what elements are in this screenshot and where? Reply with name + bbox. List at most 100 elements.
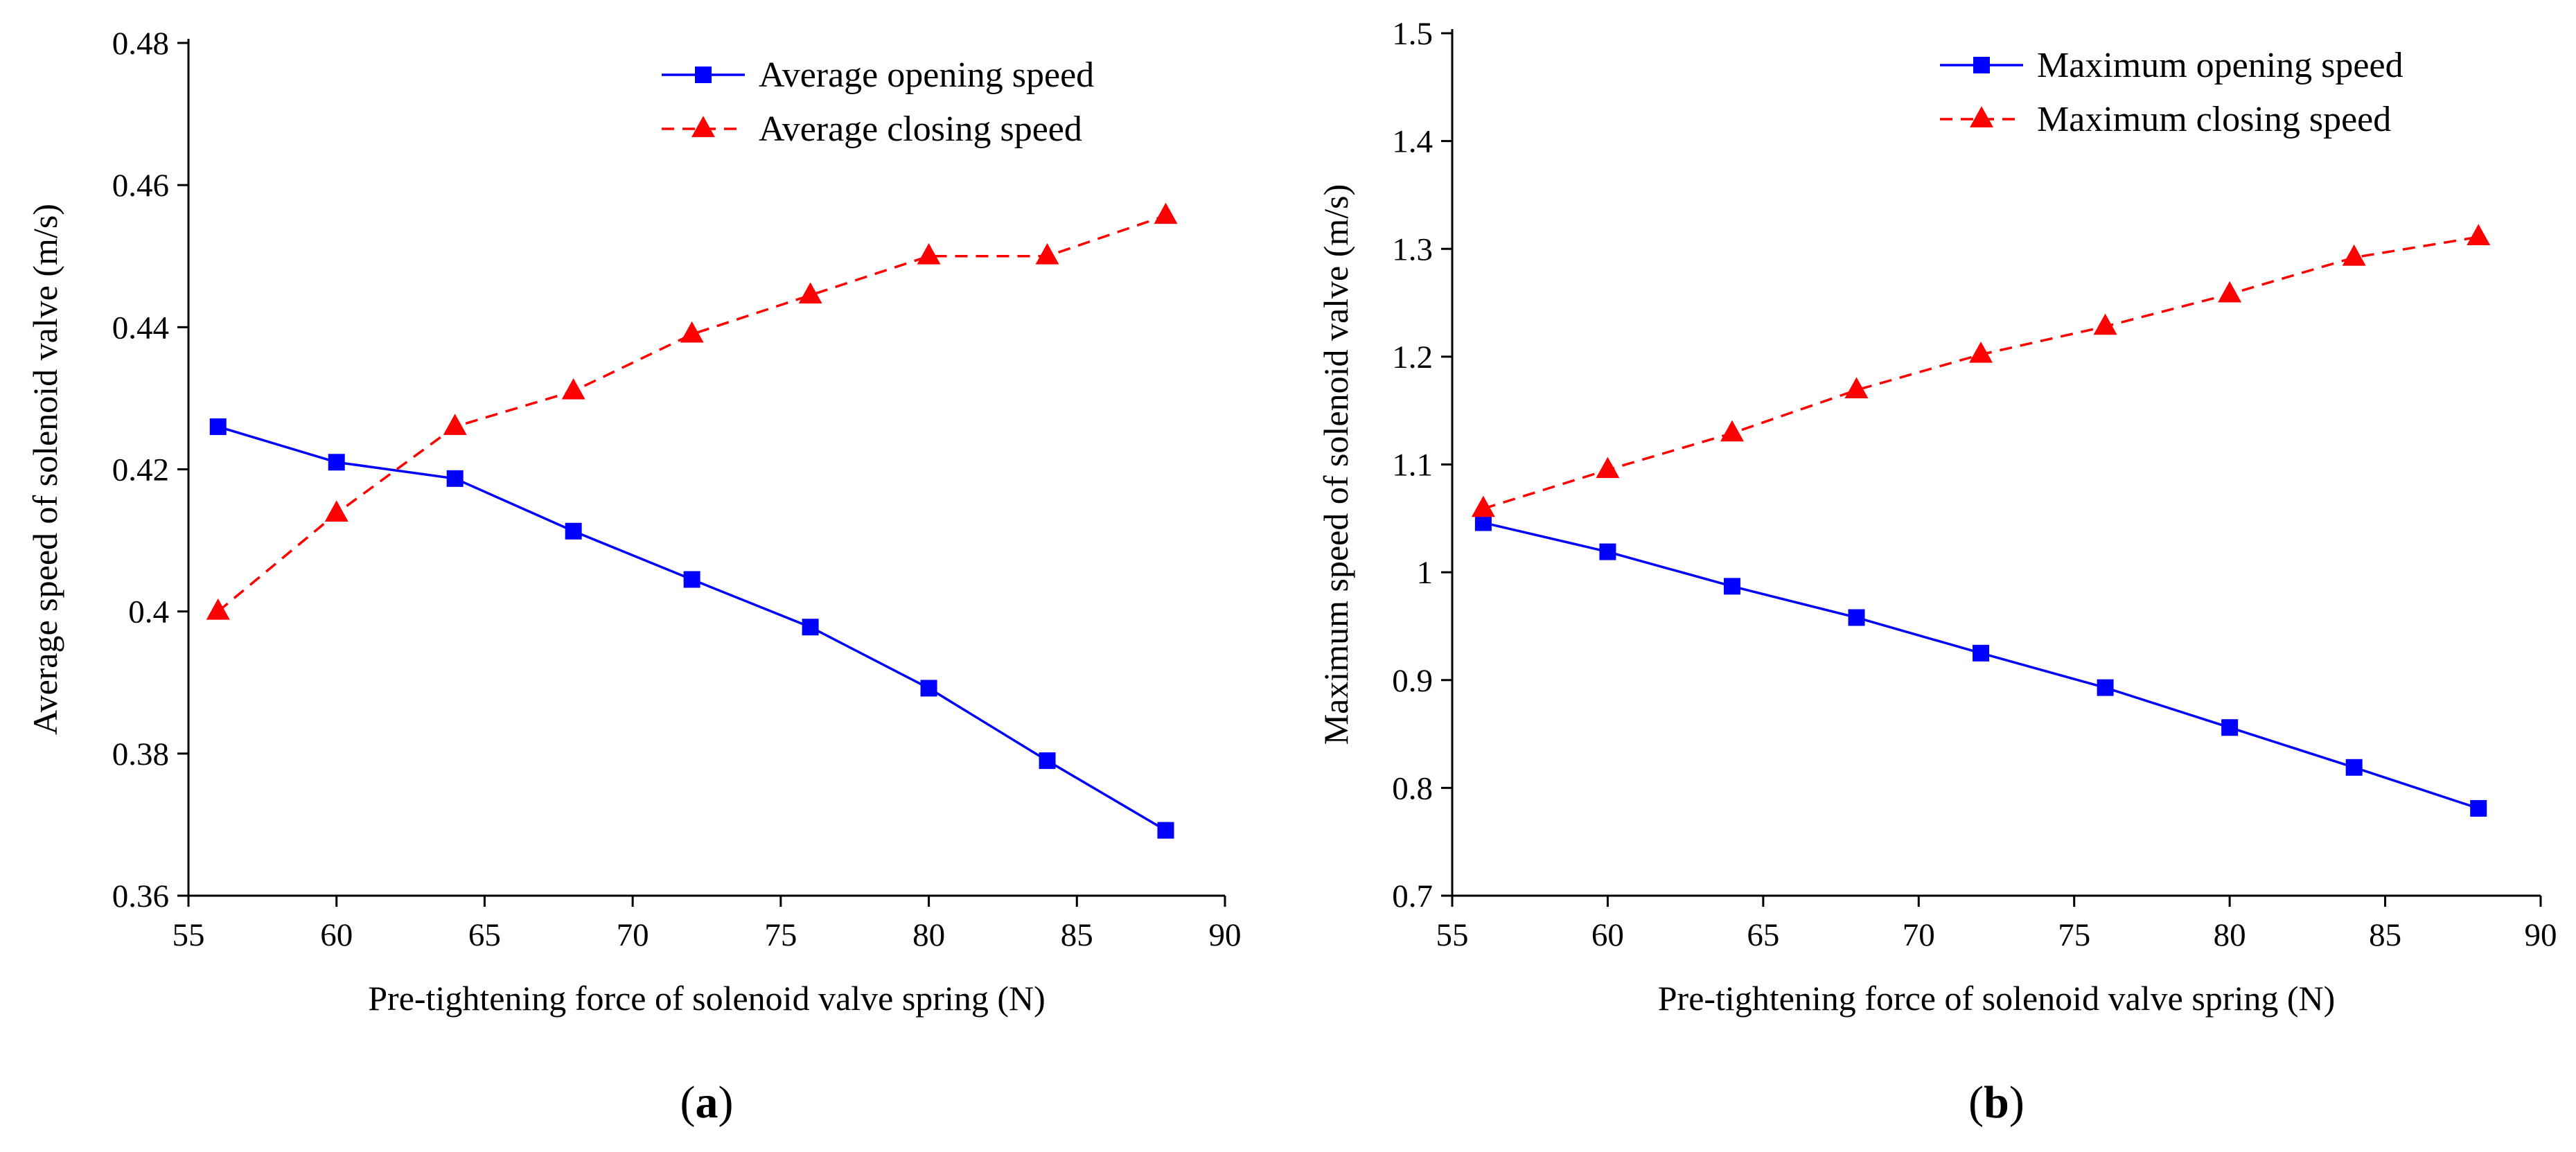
x-tick-label: 65 bbox=[468, 917, 501, 953]
x-axis-title: Pre-tightening force of solenoid valve s… bbox=[368, 979, 1046, 1018]
y-tick-label: 1.5 bbox=[1392, 16, 1433, 52]
data-point bbox=[324, 500, 349, 522]
y-tick-label: 0.44 bbox=[112, 310, 169, 346]
panel-label-close: ) bbox=[718, 1077, 734, 1128]
legend-entry: Average closing speed bbox=[759, 109, 1082, 149]
data-point bbox=[2097, 679, 2114, 696]
data-point bbox=[446, 470, 464, 487]
data-point bbox=[2218, 281, 2242, 303]
data-point bbox=[2342, 245, 2366, 266]
data-point bbox=[1039, 752, 1056, 770]
y-tick-label: 0.4 bbox=[128, 594, 169, 630]
data-point bbox=[798, 282, 822, 304]
y-tick-label: 1.2 bbox=[1392, 339, 1433, 375]
data-point bbox=[1474, 514, 1492, 531]
x-tick-label: 75 bbox=[2058, 917, 2090, 953]
panel-label-letter: b bbox=[1984, 1077, 2009, 1128]
y-tick-label: 0.38 bbox=[112, 736, 169, 772]
y-axis-title: Average speed of solenoid valve (m/s) bbox=[26, 204, 64, 735]
series-line bbox=[1483, 236, 2479, 510]
data-point bbox=[2345, 759, 2363, 776]
legend-marker bbox=[691, 116, 715, 137]
series-line bbox=[1483, 521, 2479, 810]
y-tick-label: 0.46 bbox=[112, 168, 169, 204]
panel-label-letter: a bbox=[696, 1077, 718, 1128]
panel-label: (b) bbox=[1968, 1077, 2024, 1128]
x-tick-label: 70 bbox=[1903, 917, 1935, 953]
y-tick-label: 1.4 bbox=[1392, 124, 1433, 160]
data-point bbox=[1471, 495, 1495, 517]
data-point bbox=[443, 414, 467, 435]
series-closing bbox=[206, 202, 1178, 620]
data-point bbox=[2467, 224, 2491, 246]
x-tick-label: 60 bbox=[1591, 917, 1624, 953]
data-point bbox=[1848, 609, 1865, 626]
chart-panel-a: 55 60 65 70 75 80 85 90 0.36 0.38 0.4 0.42 0.44 0.46 0… bbox=[26, 26, 1242, 1128]
y-tick-label: 1 bbox=[1417, 555, 1433, 591]
legend-marker bbox=[1973, 57, 1990, 73]
x-tick-label: 90 bbox=[1209, 917, 1242, 953]
legend-marker bbox=[1970, 106, 1993, 127]
series-opening bbox=[1474, 514, 2487, 817]
x-tick-label: 75 bbox=[764, 917, 797, 953]
x-tick-label: 90 bbox=[2525, 917, 2557, 953]
legend-entry: Average opening speed bbox=[759, 55, 1094, 95]
y-tick-label: 1.1 bbox=[1392, 447, 1433, 484]
y-tick-label: 0.8 bbox=[1392, 770, 1433, 806]
y-tick-label: 0.9 bbox=[1392, 663, 1433, 699]
data-point bbox=[683, 571, 700, 588]
x-tick-label: 85 bbox=[1061, 917, 1093, 953]
series-closing bbox=[1471, 224, 2491, 517]
y-tick-label: 1.3 bbox=[1392, 231, 1433, 267]
x-tick-label: 60 bbox=[320, 917, 353, 953]
x-tick-label: 70 bbox=[617, 917, 649, 953]
x-tick-label: 55 bbox=[1436, 917, 1469, 953]
legend: Average opening speed Average closing spe… bbox=[662, 55, 1094, 149]
data-point bbox=[328, 454, 345, 471]
legend-entry: Maximum closing speed bbox=[2037, 100, 2391, 139]
data-point bbox=[1596, 457, 1620, 479]
panel-label-open: ( bbox=[1968, 1077, 1984, 1128]
data-point bbox=[920, 680, 937, 697]
data-point bbox=[1973, 644, 1990, 662]
panel-label-close: ) bbox=[2009, 1077, 2024, 1128]
data-point bbox=[802, 619, 819, 636]
y-tick-label: 0.36 bbox=[112, 878, 169, 914]
x-tick-label: 65 bbox=[1747, 917, 1779, 953]
y-tick-label: 0.7 bbox=[1392, 878, 1433, 914]
x-axis-title: Pre-tightening force of solenoid valve s… bbox=[1658, 979, 2336, 1018]
data-point bbox=[1844, 377, 1869, 399]
x-tick-label: 85 bbox=[2369, 917, 2401, 953]
data-point bbox=[917, 243, 941, 265]
data-point bbox=[1723, 578, 1740, 595]
panel-label-open: ( bbox=[680, 1077, 696, 1128]
legend-entry: Maximum opening speed bbox=[2037, 46, 2403, 85]
y-tick-label: 0.48 bbox=[112, 26, 169, 62]
x-tick-label: 80 bbox=[912, 917, 945, 953]
data-point bbox=[2093, 313, 2117, 335]
x-tick-label: 80 bbox=[2214, 917, 2246, 953]
y-tick-label: 0.42 bbox=[112, 452, 169, 488]
data-point bbox=[1157, 822, 1174, 839]
data-point bbox=[1720, 420, 1744, 442]
series-line bbox=[218, 425, 1167, 832]
data-point bbox=[2470, 799, 2487, 817]
data-point bbox=[1154, 202, 1178, 224]
y-axis-title: Maximum speed of solenoid valve (m/s) bbox=[1316, 184, 1355, 745]
x-tick-label: 55 bbox=[173, 917, 205, 953]
data-point bbox=[565, 522, 582, 540]
panel-label: (a) bbox=[680, 1077, 734, 1128]
data-point bbox=[561, 378, 585, 400]
data-point bbox=[680, 321, 704, 343]
data-point bbox=[1599, 543, 1616, 560]
data-point bbox=[1969, 342, 1993, 363]
series-line bbox=[217, 214, 1167, 613]
data-point bbox=[1035, 243, 1059, 265]
legend: Maximum opening speed Maximum closing spe… bbox=[1940, 46, 2403, 139]
chart-panel-b: 55 60 65 70 75 80 85 90 0.7 0.8 0.9 1 1.1 1.2 1.3 1.4 1.… bbox=[1316, 16, 2557, 1128]
data-point bbox=[209, 418, 227, 435]
legend-marker bbox=[695, 67, 712, 83]
data-point bbox=[206, 598, 230, 620]
series-opening bbox=[209, 418, 1174, 839]
